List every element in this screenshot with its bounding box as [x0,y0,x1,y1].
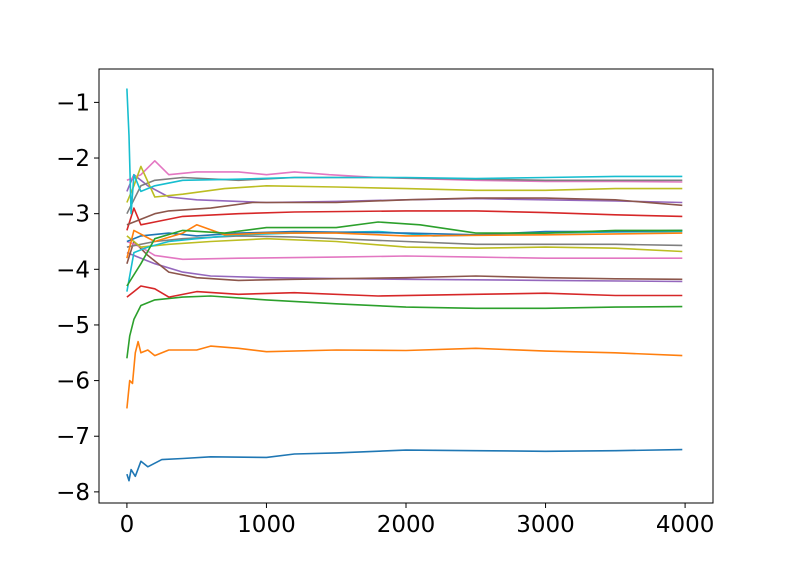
series-line-19 [126,165,683,203]
y-tick-label: −1 [56,90,90,116]
x-tick-label: 4000 [656,512,715,538]
series-line-20 [126,88,683,215]
series-line-8 [126,235,683,248]
y-tick-label: −7 [56,424,90,450]
series-line-1 [126,448,683,482]
y-tick-label: −5 [56,313,90,339]
y-tick-label: −8 [56,480,90,506]
series-line-6 [126,240,683,282]
series-line-13 [126,221,683,287]
y-tick-label: −6 [56,369,90,395]
series-line-16 [126,197,683,226]
x-tick-label: 2000 [377,512,436,538]
x-tick-label: 3000 [516,512,575,538]
y-tick-label: −3 [56,202,90,228]
series-line-3 [126,295,683,359]
x-tick-label: 0 [120,512,135,538]
y-axis: −8 −7 −6 −5 −4 −3 −2 −1 [56,90,99,506]
y-tick-label: −4 [56,257,90,283]
series-line-17 [126,160,683,183]
series-line-2 [126,340,683,409]
x-tick-label: 1000 [237,512,296,538]
series-line-9 [126,235,683,253]
y-tick-label: −2 [56,146,90,172]
series-layer [126,88,683,482]
series-line-12 [126,224,683,259]
series-line-4 [126,285,683,298]
series-line-5 [126,251,683,283]
series-line-14 [126,207,683,231]
x-axis: 0 1000 2000 3000 4000 [120,503,715,538]
